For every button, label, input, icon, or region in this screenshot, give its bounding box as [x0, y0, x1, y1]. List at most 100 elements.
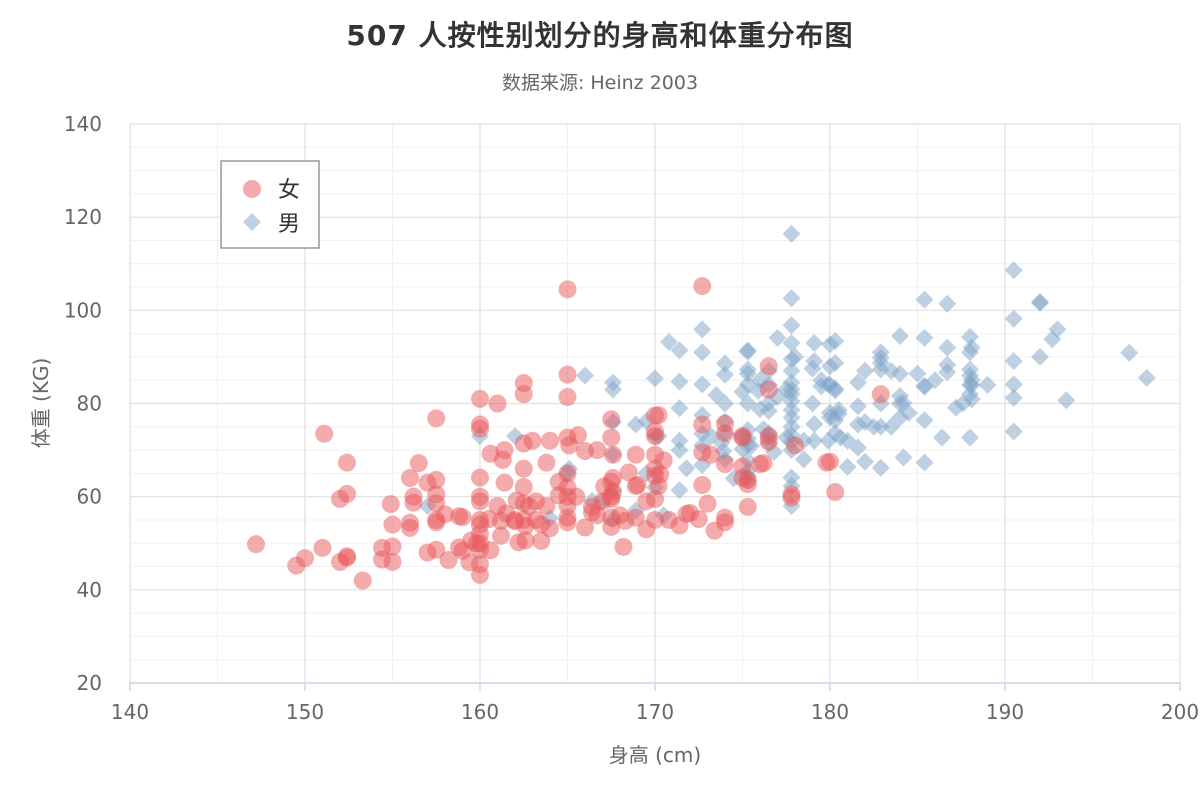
- data-point-female[interactable]: [558, 365, 577, 384]
- data-point-female[interactable]: [693, 415, 712, 434]
- data-point-female[interactable]: [537, 453, 556, 472]
- data-point-female[interactable]: [646, 510, 664, 529]
- data-point-male[interactable]: [1031, 293, 1049, 312]
- data-point-male[interactable]: [805, 431, 824, 450]
- data-point-male[interactable]: [805, 352, 824, 371]
- data-point-female[interactable]: [759, 380, 778, 399]
- data-point-female[interactable]: [628, 476, 647, 495]
- data-point-female[interactable]: [495, 473, 514, 492]
- data-point-male[interactable]: [1057, 391, 1076, 410]
- data-point-female[interactable]: [471, 565, 489, 584]
- data-point-male[interactable]: [670, 481, 689, 500]
- data-point-female[interactable]: [738, 497, 757, 516]
- data-point-female[interactable]: [588, 441, 607, 460]
- data-point-female[interactable]: [409, 454, 428, 473]
- data-point-female[interactable]: [558, 387, 577, 406]
- data-point-male[interactable]: [604, 380, 622, 399]
- data-point-male[interactable]: [829, 404, 848, 423]
- data-point-female[interactable]: [537, 496, 556, 515]
- data-point-female[interactable]: [383, 515, 402, 534]
- data-point-male[interactable]: [805, 414, 824, 433]
- data-point-male[interactable]: [838, 457, 857, 476]
- data-point-female[interactable]: [569, 426, 587, 445]
- data-point-male[interactable]: [1004, 422, 1023, 441]
- data-point-male[interactable]: [794, 450, 813, 469]
- data-point-male[interactable]: [899, 403, 918, 422]
- data-point-female[interactable]: [516, 531, 535, 550]
- data-point-female[interactable]: [786, 436, 804, 455]
- data-point-female[interactable]: [871, 385, 890, 404]
- data-point-male[interactable]: [786, 347, 804, 366]
- data-point-male[interactable]: [926, 371, 944, 390]
- data-point-male[interactable]: [933, 428, 951, 447]
- data-point-male[interactable]: [782, 408, 801, 427]
- legend-marker-female[interactable]: [243, 180, 261, 198]
- data-point-male[interactable]: [1004, 309, 1023, 328]
- data-point-female[interactable]: [689, 510, 708, 529]
- data-point-female[interactable]: [698, 494, 717, 513]
- data-point-male[interactable]: [716, 365, 734, 384]
- data-point-male[interactable]: [1004, 388, 1023, 407]
- data-point-female[interactable]: [602, 428, 621, 447]
- data-point-male[interactable]: [782, 289, 801, 308]
- data-point-female[interactable]: [383, 537, 402, 556]
- data-point-female[interactable]: [471, 389, 489, 408]
- data-point-male[interactable]: [1137, 368, 1156, 387]
- data-point-male[interactable]: [962, 390, 981, 409]
- data-point-male[interactable]: [849, 397, 867, 416]
- data-point-male[interactable]: [891, 326, 909, 345]
- data-point-female[interactable]: [826, 483, 845, 502]
- data-point-female[interactable]: [541, 519, 559, 538]
- data-point-male[interactable]: [660, 333, 678, 352]
- data-point-female[interactable]: [381, 495, 400, 514]
- data-point-male[interactable]: [915, 328, 934, 347]
- data-point-female[interactable]: [523, 431, 542, 450]
- data-point-female[interactable]: [247, 535, 265, 554]
- data-point-female[interactable]: [532, 531, 551, 550]
- data-point-male[interactable]: [938, 363, 957, 382]
- data-point-female[interactable]: [646, 427, 664, 446]
- data-point-male[interactable]: [938, 294, 957, 313]
- data-point-male[interactable]: [1120, 343, 1139, 362]
- data-point-female[interactable]: [453, 508, 472, 527]
- data-point-female[interactable]: [471, 492, 489, 511]
- data-point-male[interactable]: [576, 366, 594, 385]
- data-point-male[interactable]: [670, 399, 689, 418]
- data-point-female[interactable]: [821, 452, 839, 471]
- data-point-male[interactable]: [871, 360, 890, 379]
- data-point-male[interactable]: [882, 417, 901, 436]
- data-point-male[interactable]: [871, 458, 890, 477]
- data-point-male[interactable]: [962, 375, 981, 394]
- data-point-male[interactable]: [693, 320, 712, 339]
- data-point-male[interactable]: [915, 290, 934, 309]
- data-point-male[interactable]: [670, 441, 689, 460]
- data-point-male[interactable]: [1004, 375, 1023, 394]
- data-point-male[interactable]: [1004, 261, 1023, 280]
- data-point-female[interactable]: [716, 513, 734, 532]
- data-point-male[interactable]: [782, 333, 801, 352]
- data-point-male[interactable]: [646, 369, 664, 388]
- data-point-female[interactable]: [338, 484, 356, 503]
- data-point-male[interactable]: [670, 431, 689, 450]
- data-point-female[interactable]: [427, 540, 446, 559]
- data-point-male[interactable]: [759, 401, 778, 420]
- data-point-male[interactable]: [1004, 352, 1023, 371]
- data-point-female[interactable]: [383, 552, 402, 571]
- data-point-male[interactable]: [716, 394, 734, 413]
- data-point-female[interactable]: [782, 488, 801, 507]
- data-point-male[interactable]: [849, 438, 867, 457]
- data-point-male[interactable]: [978, 375, 997, 394]
- data-point-male[interactable]: [915, 411, 934, 430]
- data-point-male[interactable]: [693, 375, 712, 394]
- data-point-female[interactable]: [404, 493, 423, 512]
- data-point-male[interactable]: [849, 373, 867, 392]
- data-point-male[interactable]: [677, 459, 696, 478]
- data-point-male[interactable]: [962, 338, 981, 357]
- data-point-male[interactable]: [891, 364, 909, 383]
- data-point-female[interactable]: [654, 451, 673, 470]
- data-point-male[interactable]: [782, 316, 801, 335]
- data-point-female[interactable]: [471, 419, 489, 438]
- data-point-male[interactable]: [856, 452, 874, 471]
- data-point-female[interactable]: [738, 475, 757, 494]
- data-point-female[interactable]: [626, 445, 645, 464]
